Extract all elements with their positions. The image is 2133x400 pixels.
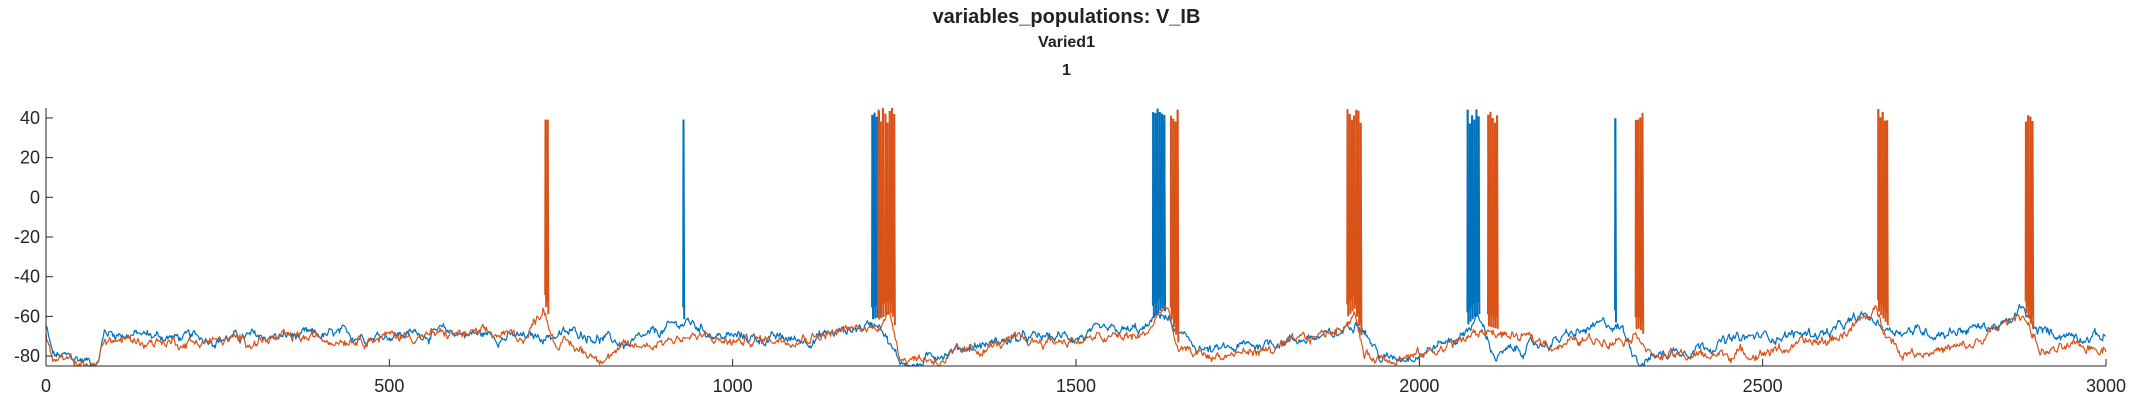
series-2-burst-3 [884,108,896,326]
series-1-trace [45,303,2107,367]
x-tick-label: 3000 [2086,376,2126,396]
series-2-burst-8 [1877,109,1889,326]
series-2-trace [45,305,2107,367]
y-tick-label: -40 [14,267,40,287]
series-2-burst-2 [877,108,885,320]
axes-layer: -80 -60 -40 -20 0 20 40 0 500 1000 1500 2000 2500 300… [14,108,2126,396]
series-2-burst-6 [1487,111,1499,329]
y-tick-label: 20 [20,148,40,168]
series-layer [45,108,2107,367]
y-tick-label: -20 [14,227,40,247]
x-tick-label: 1500 [1056,376,1096,396]
series-1-burst-6 [1614,118,1617,323]
x-tick-label: 1000 [713,376,753,396]
series-2-burst-1 [544,119,550,315]
x-tick-label: 2500 [1743,376,1783,396]
y-tick-label: 40 [20,108,40,128]
series-1-burst-1 [682,119,686,320]
x-tick-label: 0 [41,376,51,396]
figure-title: variables_populations: V_IB [932,6,1201,28]
series-2-burst-9 [2024,115,2035,329]
series-1-burst-5 [1466,109,1481,325]
x-tick-label: 2000 [1399,376,1439,396]
series-2-burst-4 [1169,109,1180,343]
y-tick-label: 0 [30,187,40,207]
series-1-burst-4 [1160,113,1166,312]
y-tick-label: -60 [14,306,40,326]
series-2-burst-5 [1346,109,1363,336]
figure-subtitle-varied: Varied1 [1038,34,1095,51]
y-tick-label: -80 [14,346,40,366]
x-tick-label: 500 [374,376,404,396]
figure-subtitle-index: 1 [1062,62,1071,79]
series-2-burst-7 [1634,112,1645,334]
